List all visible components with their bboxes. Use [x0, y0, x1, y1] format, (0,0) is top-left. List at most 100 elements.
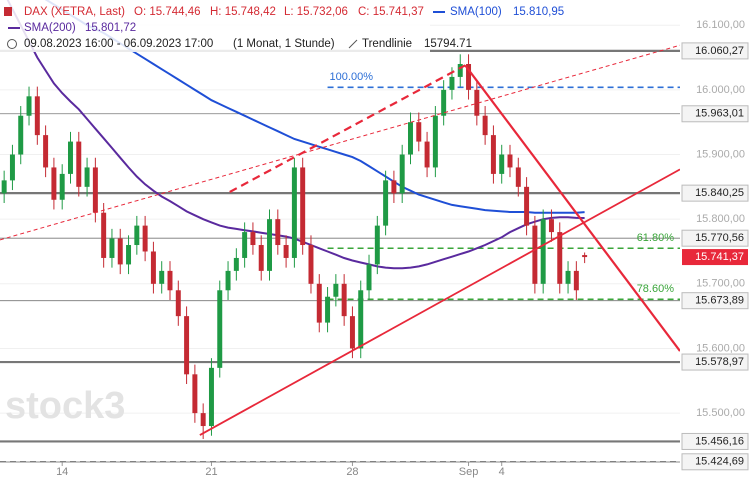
y-tick-label: 15.500,00 [696, 407, 745, 419]
x-tick-label: 4 [499, 466, 505, 478]
candle-body [59, 173, 65, 200]
fib-label: 100.00% [330, 71, 374, 83]
candle-body [308, 245, 314, 284]
candle-body [84, 167, 90, 187]
period: 09.08.2023 16:00 - 06.09.2023 17:00 [24, 38, 213, 50]
level-label: 15.741,37 [695, 251, 744, 263]
ohlc-high: H: 15.748,42 [210, 6, 276, 18]
candle-body [325, 296, 331, 323]
candle-body [101, 212, 107, 258]
candle-body [358, 290, 364, 349]
candle-body [399, 154, 405, 194]
level-label-box [681, 184, 749, 202]
x-tick-label: Sep [459, 466, 479, 478]
level-label: 15.963,01 [695, 108, 744, 120]
candle-body [126, 245, 132, 265]
legend-value: 15.801,72 [85, 22, 136, 34]
candle-body [43, 135, 49, 168]
grid [0, 24, 680, 414]
candle-body [208, 367, 214, 427]
candle-body [573, 270, 579, 291]
candle-body [474, 89, 480, 116]
candle-body [557, 232, 563, 284]
candle-body [507, 154, 513, 168]
candle-body [200, 413, 206, 427]
trendline [464, 64, 680, 352]
level-label: 15.456,16 [695, 435, 744, 447]
legend-label: SMA(200) [24, 22, 76, 34]
trendline [229, 64, 466, 193]
candle-body [291, 167, 297, 258]
candle-body [383, 180, 389, 226]
candle-body [490, 135, 496, 174]
candle-body [275, 219, 281, 246]
candle-body [9, 154, 15, 181]
candle-body [258, 245, 264, 271]
candle-body [92, 167, 98, 213]
x-tick-label: 14 [56, 466, 68, 478]
candle-body [374, 225, 380, 265]
level-label-box [681, 432, 749, 450]
level-label-box [681, 292, 749, 310]
candle-body [432, 115, 438, 168]
candle-body [524, 186, 530, 226]
trendline-icon [348, 39, 358, 49]
candle-body [267, 219, 272, 271]
y-tick-label: 16.100,00 [696, 19, 745, 31]
candle-body [134, 225, 140, 246]
candle-body [142, 225, 148, 252]
x-tick-label: 28 [346, 466, 358, 478]
level-label-box [681, 105, 749, 123]
trendline [199, 168, 680, 436]
candle-body [449, 76, 455, 90]
fib-label: 61.80% [637, 232, 675, 244]
trendline [0, 44, 680, 241]
level-label: 15.424,69 [695, 456, 744, 468]
legend-label: SMA(100) [450, 6, 502, 18]
candle-body [333, 283, 339, 297]
level-label-box [681, 42, 749, 60]
icon [4, 7, 12, 16]
candle-body [117, 238, 123, 265]
trendline-label: Trendlinie [362, 38, 412, 50]
candle-body [233, 257, 239, 271]
candle-body [582, 255, 588, 258]
y-tick-label: 15.800,00 [696, 213, 745, 225]
candle-body [391, 180, 397, 194]
watermark: stock3 [5, 385, 125, 427]
axis: 15.500,00 15.600,00 15.700,00 15.800,00 15.9… [0, 19, 749, 478]
y-tick-label: 15.900,00 [696, 148, 745, 160]
candle-body [184, 316, 190, 375]
candle-body [565, 270, 571, 284]
candle-body [532, 225, 538, 284]
trendline-value: 15794.71 [424, 38, 472, 50]
header-bg [0, 0, 430, 52]
clock-icon [7, 39, 17, 49]
y-tick-label: 16.000,00 [696, 84, 745, 96]
candle-body [1, 180, 7, 194]
legend-value: 15.810,95 [513, 6, 564, 18]
resolution: (1 Monat, 1 Stunde) [233, 38, 335, 50]
candle-body [283, 245, 289, 258]
candle-body [424, 141, 430, 168]
candle-body [18, 115, 24, 155]
level-label: 16.060,27 [695, 45, 744, 57]
level-label-box [681, 353, 749, 371]
header: DAX (XETRA, Last) O: 15.744,46 H: 15.748… [0, 0, 564, 52]
candle-body [349, 316, 355, 349]
candle-body [217, 290, 223, 368]
level-label: 15.673,89 [695, 295, 744, 307]
candle-body [250, 232, 256, 246]
fib-label: 78.60% [637, 283, 675, 295]
candle-body [341, 283, 347, 317]
candle-body [316, 283, 322, 323]
candle-body [150, 251, 156, 284]
ohlc-close: C: 15.741,37 [358, 6, 424, 18]
level-label-box [682, 249, 748, 266]
x-tick-label: 21 [205, 466, 217, 478]
candle-body [466, 64, 472, 90]
ohlc-low: L: 15.732,06 [284, 6, 348, 18]
candle-body [51, 167, 57, 200]
level-label: 15.578,97 [695, 356, 744, 368]
